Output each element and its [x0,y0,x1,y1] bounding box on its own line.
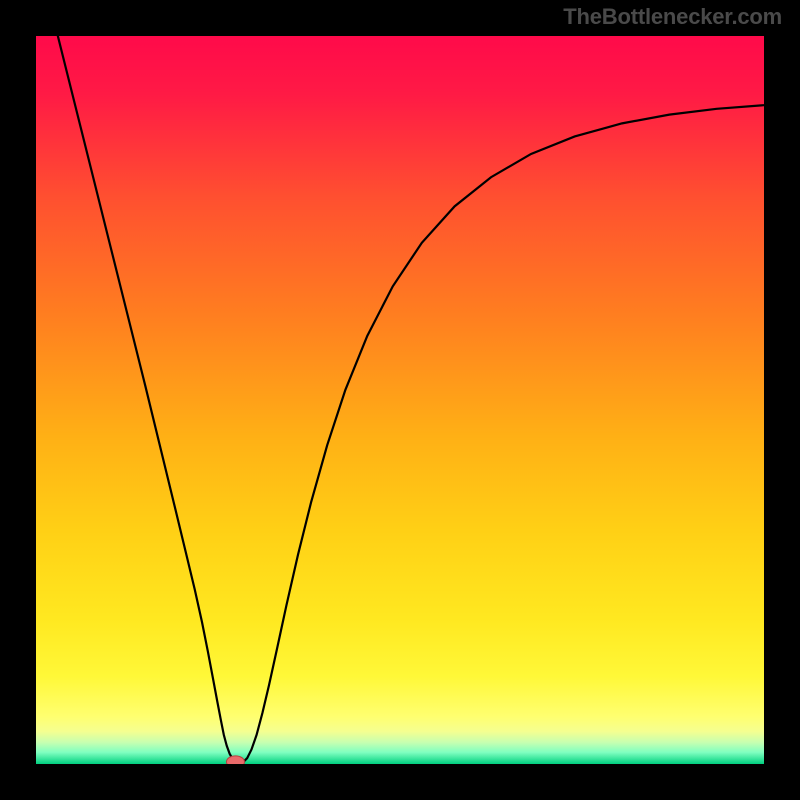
attribution-label: TheBottlenecker.com [563,4,782,30]
chart-canvas: TheBottlenecker.com [0,0,800,800]
gradient-background [36,36,764,764]
plot-svg [36,36,764,764]
plot-area [36,36,764,764]
minimum-marker [226,756,244,764]
